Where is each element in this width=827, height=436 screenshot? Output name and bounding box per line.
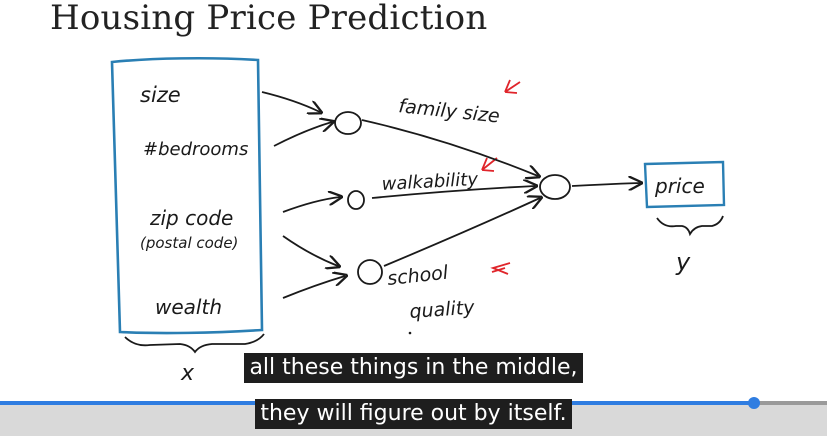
arrow-wealth-to-school (282, 276, 345, 299)
hidden-label-quality: quality (409, 296, 476, 323)
hidden-node-school (357, 259, 383, 285)
subtitle-text-2: they will figure out by itself. (255, 399, 572, 429)
red-arrow-family (504, 79, 521, 94)
input-brace (124, 333, 265, 354)
arrow-family-to-output (361, 119, 538, 176)
hidden-node-walk (347, 190, 365, 210)
input-vector-label: x (180, 361, 195, 386)
subtitle-text-1: all these things in the middle, (244, 353, 583, 383)
arrow-output-to-price (571, 183, 640, 186)
arrow-size-to-family (261, 91, 320, 112)
input-label-bedrooms: #bedrooms (143, 139, 248, 160)
input-label-size: size (140, 83, 181, 107)
hidden-label-school: school (386, 262, 450, 290)
hidden-node-family (334, 111, 362, 135)
output-label-price: price (654, 174, 705, 198)
price-box (643, 160, 726, 209)
output-vector-label: y (675, 248, 691, 276)
hidden-label-family-size: family size (397, 95, 500, 127)
output-node (539, 174, 571, 200)
red-arrow-school-2 (491, 267, 506, 273)
slide-title: Housing Price Prediction (50, 0, 488, 38)
output-brace (656, 215, 724, 237)
subtitle-line-1: all these things in the middle, (0, 353, 827, 383)
pen-dot (408, 331, 412, 335)
arrow-zip-to-walk (282, 197, 340, 213)
input-box (110, 56, 264, 335)
progress-handle[interactable] (748, 397, 761, 409)
input-label-wealth: wealth (155, 295, 222, 319)
arrow-zip-to-school (282, 235, 338, 266)
red-arrow-school (490, 262, 511, 275)
subtitle-line-2: they will figure out by itself. (0, 399, 827, 429)
neural-network-diagram: size #bedrooms zip code (postal code) we… (110, 56, 726, 386)
input-label-postal-code: (postal code) (140, 234, 238, 252)
input-label-zip-code: zip code (149, 206, 233, 230)
arrow-school-to-output (383, 198, 540, 267)
arrow-bedrooms-to-family (273, 122, 332, 147)
arrow-walk-to-output (371, 186, 535, 199)
